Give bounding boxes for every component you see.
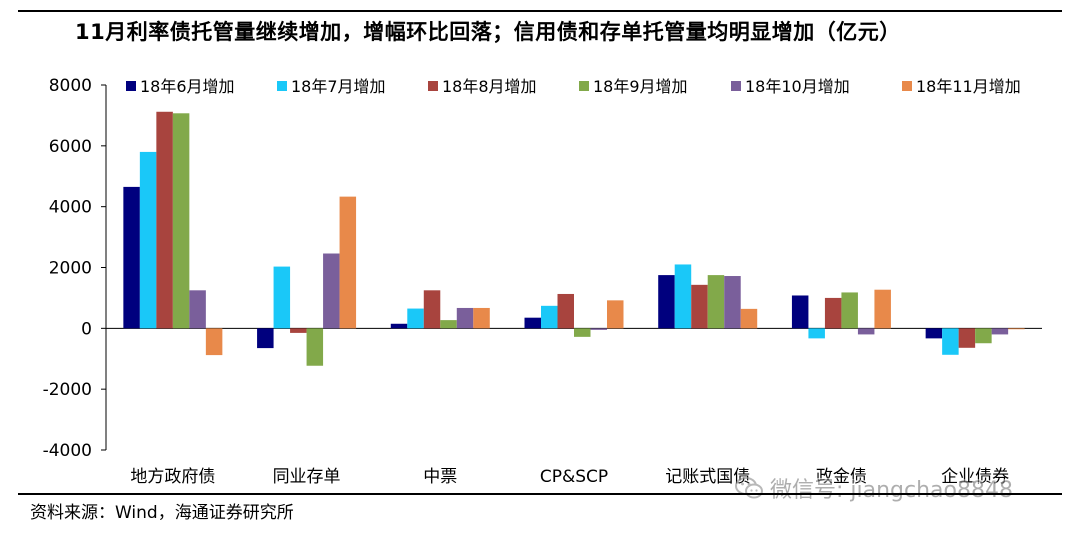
bar (473, 307, 490, 329)
bar (456, 307, 474, 329)
wechat-icon (735, 477, 763, 499)
y-tick-label: 6000 (49, 137, 92, 157)
bar (339, 196, 357, 329)
bar (407, 308, 424, 329)
bar (691, 284, 708, 329)
bar (574, 328, 591, 337)
x-tick-label: 地方政府债 (130, 467, 215, 487)
bar (942, 328, 959, 355)
legend-swatch (277, 81, 287, 91)
page-title: 11月利率债托管量继续增加，增幅环比回落；信用债和存单托管量均明显增加（亿元） (75, 20, 901, 44)
legend-swatch (428, 81, 438, 91)
bar (791, 295, 809, 329)
bar (975, 328, 992, 344)
bar (1008, 328, 1025, 330)
y-tick-label: -2000 (43, 380, 92, 400)
bar (172, 113, 190, 329)
bar (123, 186, 140, 329)
bar (524, 317, 541, 329)
bar (156, 111, 173, 329)
bar (991, 328, 1009, 335)
bar (808, 328, 825, 339)
bar (323, 253, 340, 329)
bar (390, 323, 408, 329)
bar (440, 320, 457, 329)
legend-swatch (579, 81, 589, 91)
bar (740, 308, 758, 329)
legend-swatch (731, 81, 741, 91)
bar (541, 305, 558, 329)
bar (925, 328, 943, 339)
y-tick-label: 2000 (49, 259, 92, 279)
x-tick-label: CP&SCP (540, 467, 608, 487)
bar (958, 328, 976, 348)
x-tick-label: 同业存单 (273, 467, 341, 487)
legend-label: 18年7月增加 (291, 77, 386, 96)
bar (857, 328, 875, 335)
bar (557, 293, 574, 329)
y-tick-label: -4000 (43, 441, 92, 461)
legend-swatch (902, 81, 912, 91)
bar (607, 300, 624, 329)
legend-label: 18年10月增加 (745, 77, 850, 96)
bar (423, 290, 441, 329)
watermark-text: 微信号: jiangchao8848 (770, 478, 1013, 503)
legend-label: 18年11月增加 (916, 77, 1021, 96)
legend-label: 18年6月增加 (140, 77, 235, 96)
bar (290, 328, 307, 333)
bottom-rule (18, 493, 1062, 495)
bar (306, 328, 324, 366)
watermark: 微信号: jiangchao8848 (734, 470, 1013, 506)
bar (707, 275, 725, 329)
legend-label: 18年8月增加 (442, 77, 537, 96)
bar (257, 328, 274, 349)
bar (874, 289, 891, 329)
x-tick-label: 企业债券 (941, 467, 1009, 487)
bar (724, 276, 741, 329)
x-tick-label: 政金债 (816, 467, 867, 487)
x-tick-label: 记账式国债 (665, 467, 750, 487)
bar (273, 266, 291, 329)
bar (205, 328, 223, 356)
bar (824, 297, 842, 329)
legend-label: 18年9月增加 (593, 77, 688, 96)
x-tick-label: 中票 (423, 467, 457, 487)
y-tick-label: 8000 (49, 76, 92, 96)
bar (189, 290, 206, 329)
source-note: 资料来源：Wind，海通证券研究所 (30, 503, 294, 523)
y-tick-label: 0 (81, 319, 92, 339)
bar (841, 292, 858, 329)
y-tick-label: 4000 (49, 198, 92, 218)
bar (658, 275, 675, 329)
top-rule (18, 10, 1062, 12)
bar (590, 328, 607, 330)
bar (674, 264, 692, 329)
bar (139, 151, 157, 329)
legend-swatch (126, 81, 136, 91)
